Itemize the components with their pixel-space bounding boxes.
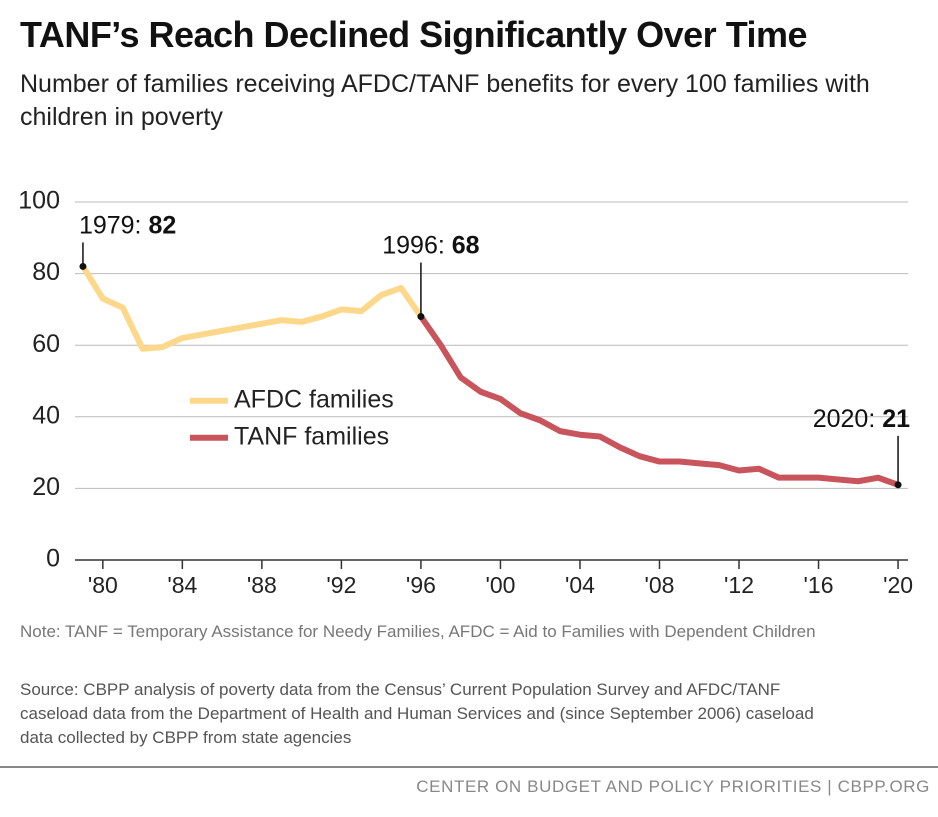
annotation: 1996: 68 [382, 231, 479, 259]
annotation-dot [894, 481, 902, 489]
chart: 0 20 40 60 80 100 '80 '84 '88 '92 '96 '00 '04 '08 '12 '… [18, 187, 913, 598]
note: Note: TANF = Temporary Assistance for Ne… [20, 622, 816, 641]
annotation-value: 82 [148, 211, 176, 239]
legend-label: AFDC families [234, 385, 394, 413]
divider [0, 766, 938, 768]
x-tick-label: '20 [883, 572, 913, 598]
x-tick-label: '92 [326, 572, 356, 598]
y-tick-label: 20 [32, 473, 60, 501]
x-tick-label: '80 [88, 572, 118, 598]
annotation-value: 68 [452, 231, 480, 259]
annotation-label: 1996: [382, 231, 445, 259]
x-tick-label: '00 [485, 572, 515, 598]
chart-subtitle: Number of families receiving AFDC/TANF b… [20, 70, 870, 131]
annotation-dot [417, 313, 425, 321]
x-tick-label: '04 [565, 572, 595, 598]
annotation: 1979: 82 [79, 211, 176, 239]
annotation-label: 1979: [79, 211, 142, 239]
x-tick-label: '12 [724, 572, 754, 598]
annotation-label: 2020: [813, 404, 876, 432]
y-tick-label: 100 [18, 187, 60, 215]
line [418, 314, 900, 488]
legend-label: TANF families [234, 422, 389, 450]
x-tick-label: '84 [167, 572, 197, 598]
x-tick-label: '08 [644, 572, 674, 598]
y-tick-label: 80 [32, 258, 60, 286]
source: Source: CBPP analysis of poverty data fr… [20, 680, 814, 747]
x-tick-label: '16 [804, 572, 834, 598]
y-tick-label: 60 [32, 330, 60, 358]
x-tick-label: '88 [247, 572, 277, 598]
line [80, 264, 424, 352]
chart-title: TANF’s Reach Declined Significantly Over… [20, 14, 808, 55]
x-tick-label: '96 [406, 572, 436, 598]
annotation: 2020: 21 [813, 404, 910, 432]
annotation-dot [79, 262, 87, 270]
y-tick-label: 40 [32, 401, 60, 429]
credit: CENTER ON BUDGET AND POLICY PRIORITIES |… [416, 777, 930, 796]
y-tick-label: 0 [46, 545, 60, 573]
annotation-value: 21 [882, 404, 910, 432]
